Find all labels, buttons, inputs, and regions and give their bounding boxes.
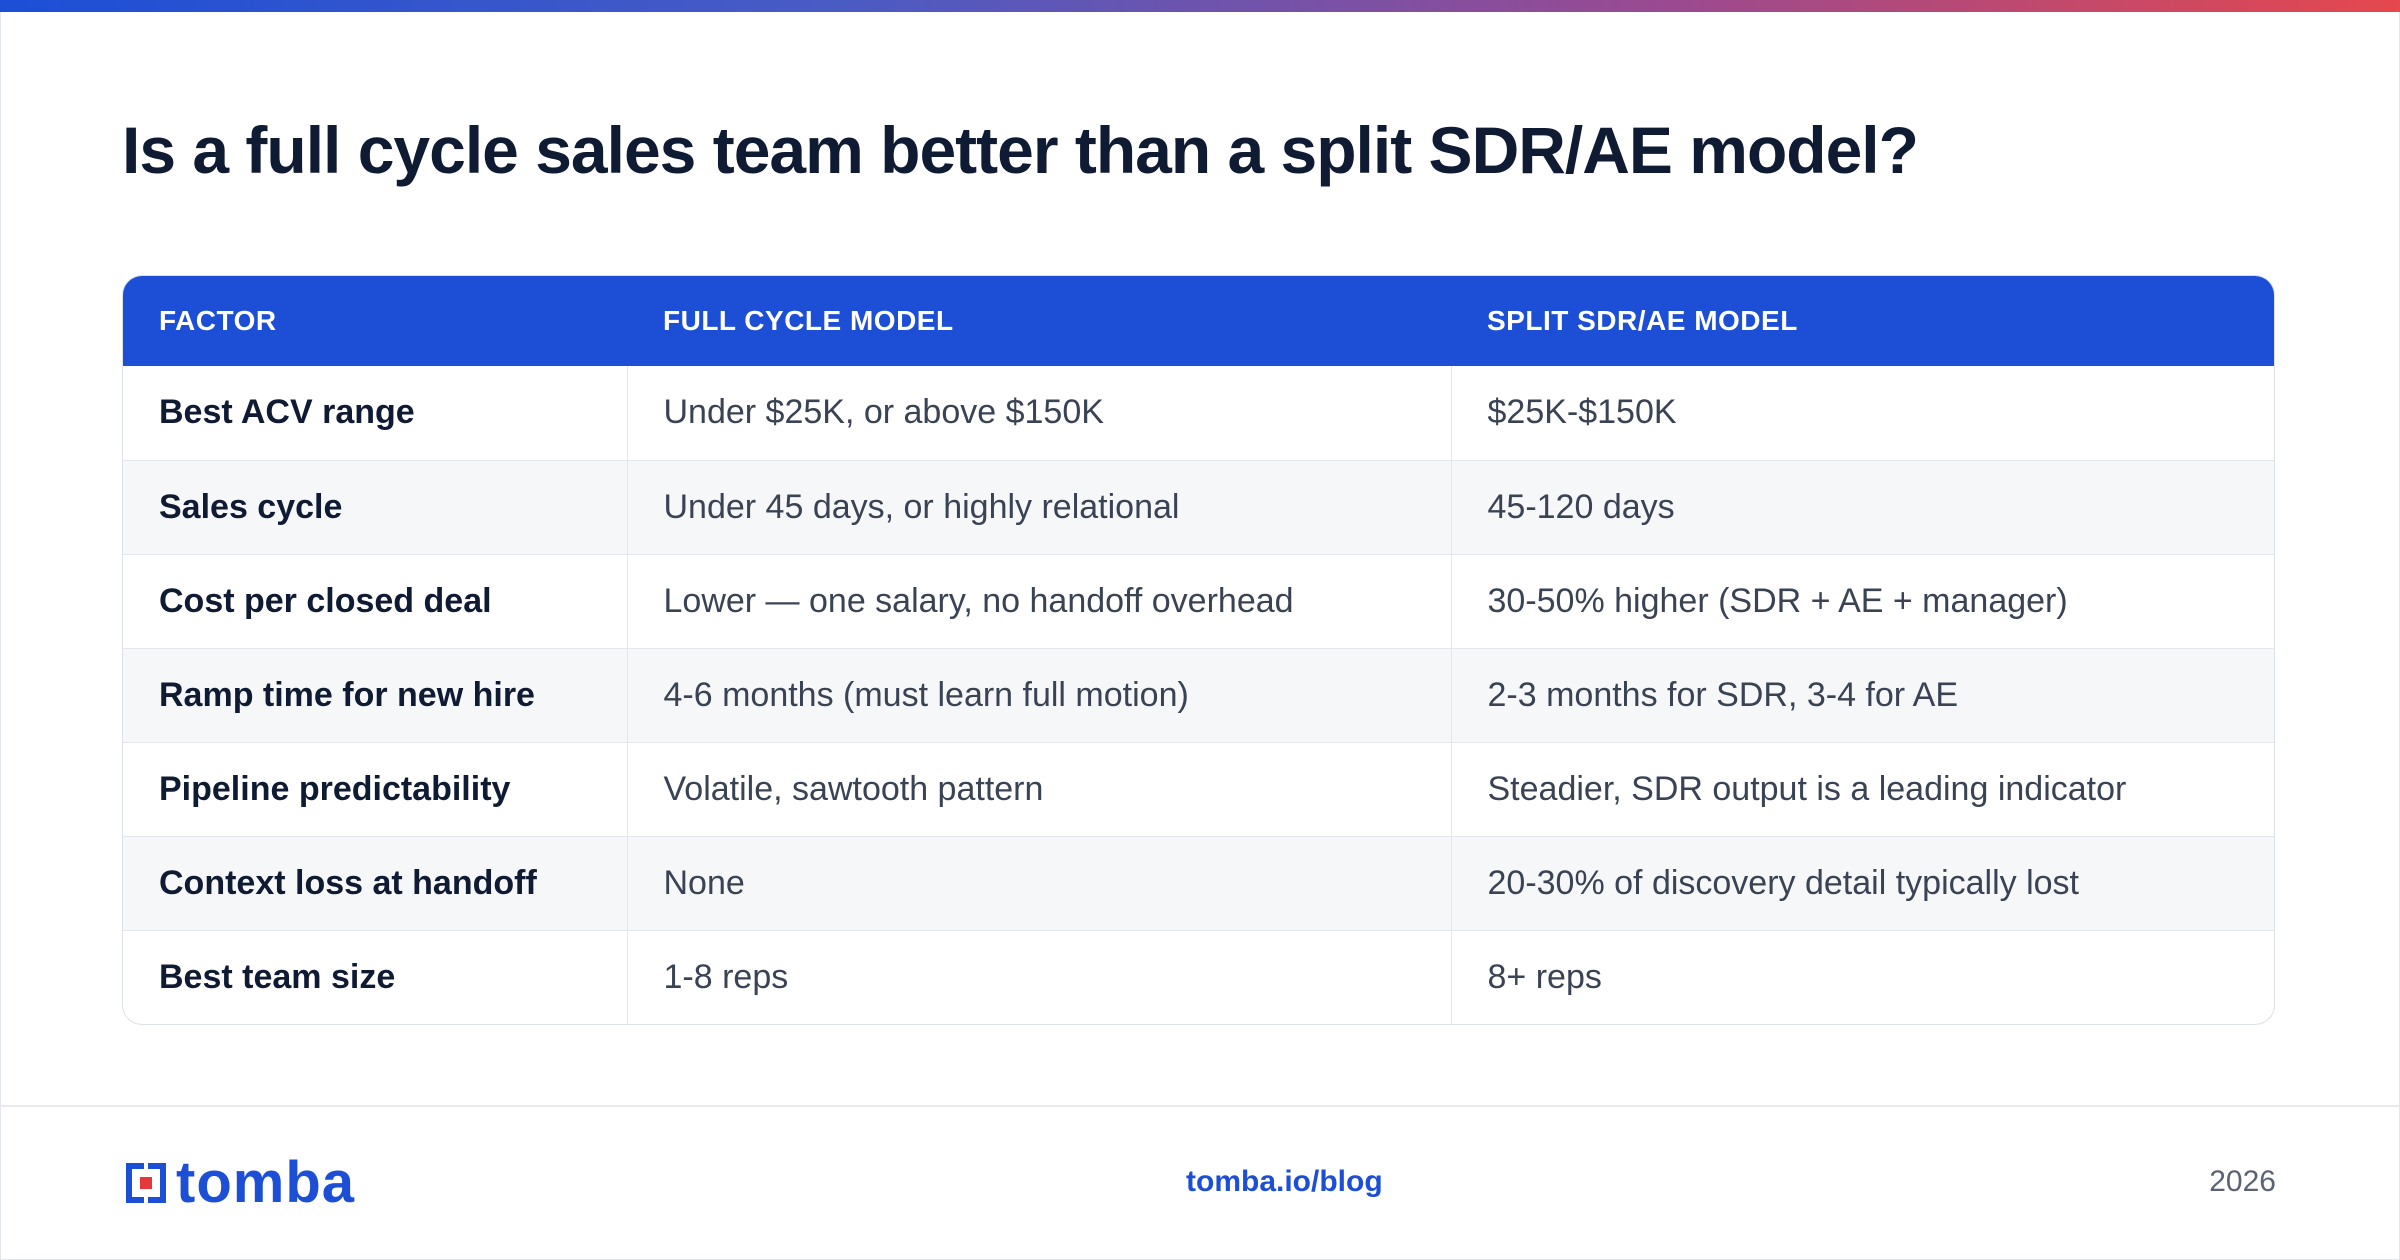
factor-cell: Sales cycle xyxy=(123,459,627,554)
table-row: Cost per closed deal Lower — one salary,… xyxy=(123,553,2274,648)
full-cycle-cell: 4-6 months (must learn full motion) xyxy=(626,647,1451,742)
footer-year: 2026 xyxy=(2209,1165,2276,1198)
comparison-table: FACTOR FULL CYCLE MODEL SPLIT SDR/AE MOD… xyxy=(122,275,2275,1025)
header-full-cycle: FULL CYCLE MODEL xyxy=(663,305,954,336)
split-model-cell: 2-3 months for SDR, 3-4 for AE xyxy=(1450,647,2274,742)
split-model-cell: 20-30% of discovery detail typically los… xyxy=(1450,835,2274,930)
table-row: Context loss at handoff None 20-30% of d… xyxy=(123,835,2274,930)
full-cycle-cell: Volatile, sawtooth pattern xyxy=(626,741,1451,836)
top-gradient-bar xyxy=(0,0,2400,12)
split-model-cell: Steadier, SDR output is a leading indica… xyxy=(1450,741,2274,836)
full-cycle-cell: None xyxy=(626,835,1451,930)
split-model-cell: 8+ reps xyxy=(1450,929,2274,1024)
factor-cell: Ramp time for new hire xyxy=(123,647,627,742)
full-cycle-cell: 1-8 reps xyxy=(626,929,1451,1024)
table-row: Best team size 1-8 reps 8+ reps xyxy=(123,929,2274,1024)
table-row: Ramp time for new hire 4-6 months (must … xyxy=(123,647,2274,742)
factor-cell: Best team size xyxy=(123,929,627,1024)
blog-link[interactable]: tomba.io/blog xyxy=(1186,1165,1383,1198)
split-model-cell: $25K-$150K xyxy=(1450,366,2274,460)
table-header-row: FACTOR FULL CYCLE MODEL SPLIT SDR/AE MOD… xyxy=(123,276,2274,366)
logo-wordmark: tomba xyxy=(176,1150,355,1215)
full-cycle-cell: Lower — one salary, no handoff overhead xyxy=(626,553,1451,648)
table-row: Pipeline predictability Volatile, sawtoo… xyxy=(123,741,2274,836)
split-model-cell: 30-50% higher (SDR + AE + manager) xyxy=(1450,553,2274,648)
page-title: Is a full cycle sales team better than a… xyxy=(122,113,1919,187)
full-cycle-cell: Under 45 days, or highly relational xyxy=(626,459,1451,554)
table-row: Sales cycle Under 45 days, or highly rel… xyxy=(123,459,2274,554)
header-split-model: SPLIT SDR/AE MODEL xyxy=(1487,305,1798,336)
split-model-cell: 45-120 days xyxy=(1450,459,2274,554)
full-cycle-cell: Under $25K, or above $150K xyxy=(626,366,1451,460)
tomba-logo[interactable]: tomba xyxy=(122,1150,355,1215)
table-row: Best ACV range Under $25K, or above $150… xyxy=(123,366,2274,460)
header-factor: FACTOR xyxy=(159,305,277,336)
factor-cell: Cost per closed deal xyxy=(123,553,627,648)
factor-cell: Pipeline predictability xyxy=(123,741,627,836)
factor-cell: Best ACV range xyxy=(159,393,415,432)
footer-divider xyxy=(0,1105,2400,1107)
tomba-logo-mark-icon xyxy=(122,1159,170,1207)
factor-cell: Context loss at handoff xyxy=(123,835,627,930)
